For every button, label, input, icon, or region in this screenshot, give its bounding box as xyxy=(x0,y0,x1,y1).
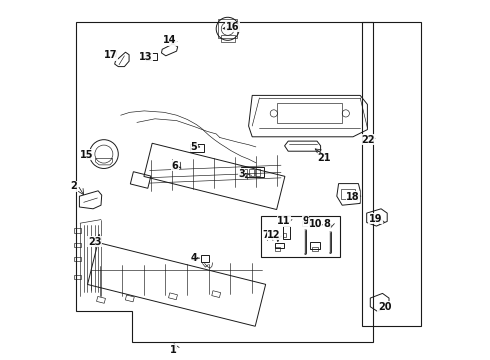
Text: 7: 7 xyxy=(263,230,270,240)
Text: 17: 17 xyxy=(104,50,118,60)
Text: 8: 8 xyxy=(323,219,331,229)
Bar xyxy=(74,228,81,233)
Bar xyxy=(125,295,134,302)
Bar xyxy=(277,103,342,123)
Text: 15: 15 xyxy=(80,150,94,160)
Text: 4: 4 xyxy=(190,253,197,263)
Bar xyxy=(275,247,280,251)
Bar xyxy=(147,53,157,60)
Text: 13: 13 xyxy=(139,52,153,62)
Bar xyxy=(130,172,151,188)
Bar xyxy=(88,243,266,326)
Text: 14: 14 xyxy=(163,35,177,45)
Bar xyxy=(261,216,341,257)
Bar xyxy=(144,143,285,210)
Bar xyxy=(169,293,177,300)
Bar xyxy=(342,189,355,199)
Text: 2: 2 xyxy=(71,181,77,191)
Text: 11: 11 xyxy=(277,216,291,226)
Bar xyxy=(219,19,237,38)
Bar xyxy=(146,54,149,59)
Bar xyxy=(249,169,254,176)
Text: 5: 5 xyxy=(191,141,197,152)
Text: 12: 12 xyxy=(267,230,281,240)
Bar xyxy=(190,144,204,152)
Bar xyxy=(310,242,320,249)
Text: 19: 19 xyxy=(368,214,382,224)
Bar xyxy=(74,275,81,279)
Bar xyxy=(312,247,318,251)
Bar xyxy=(74,257,81,261)
Bar xyxy=(97,297,105,303)
Text: 16: 16 xyxy=(226,22,239,32)
Bar xyxy=(243,169,247,176)
Bar xyxy=(302,221,309,226)
Text: 22: 22 xyxy=(361,135,375,145)
Bar xyxy=(201,255,209,262)
Bar xyxy=(283,226,290,239)
Text: 9: 9 xyxy=(302,216,309,226)
Bar xyxy=(220,35,235,42)
Text: 1: 1 xyxy=(170,345,176,355)
Text: 3: 3 xyxy=(238,168,245,179)
Bar xyxy=(283,233,286,237)
Text: 10: 10 xyxy=(308,219,322,229)
Bar xyxy=(362,22,421,326)
Text: 18: 18 xyxy=(346,192,360,202)
Bar xyxy=(255,169,260,176)
Text: 23: 23 xyxy=(88,237,101,247)
Text: 20: 20 xyxy=(378,302,392,312)
Bar xyxy=(241,167,264,177)
Bar xyxy=(74,243,81,247)
Bar xyxy=(275,243,284,248)
Text: 21: 21 xyxy=(318,153,331,163)
Bar xyxy=(212,291,220,297)
Text: 6: 6 xyxy=(172,161,178,171)
